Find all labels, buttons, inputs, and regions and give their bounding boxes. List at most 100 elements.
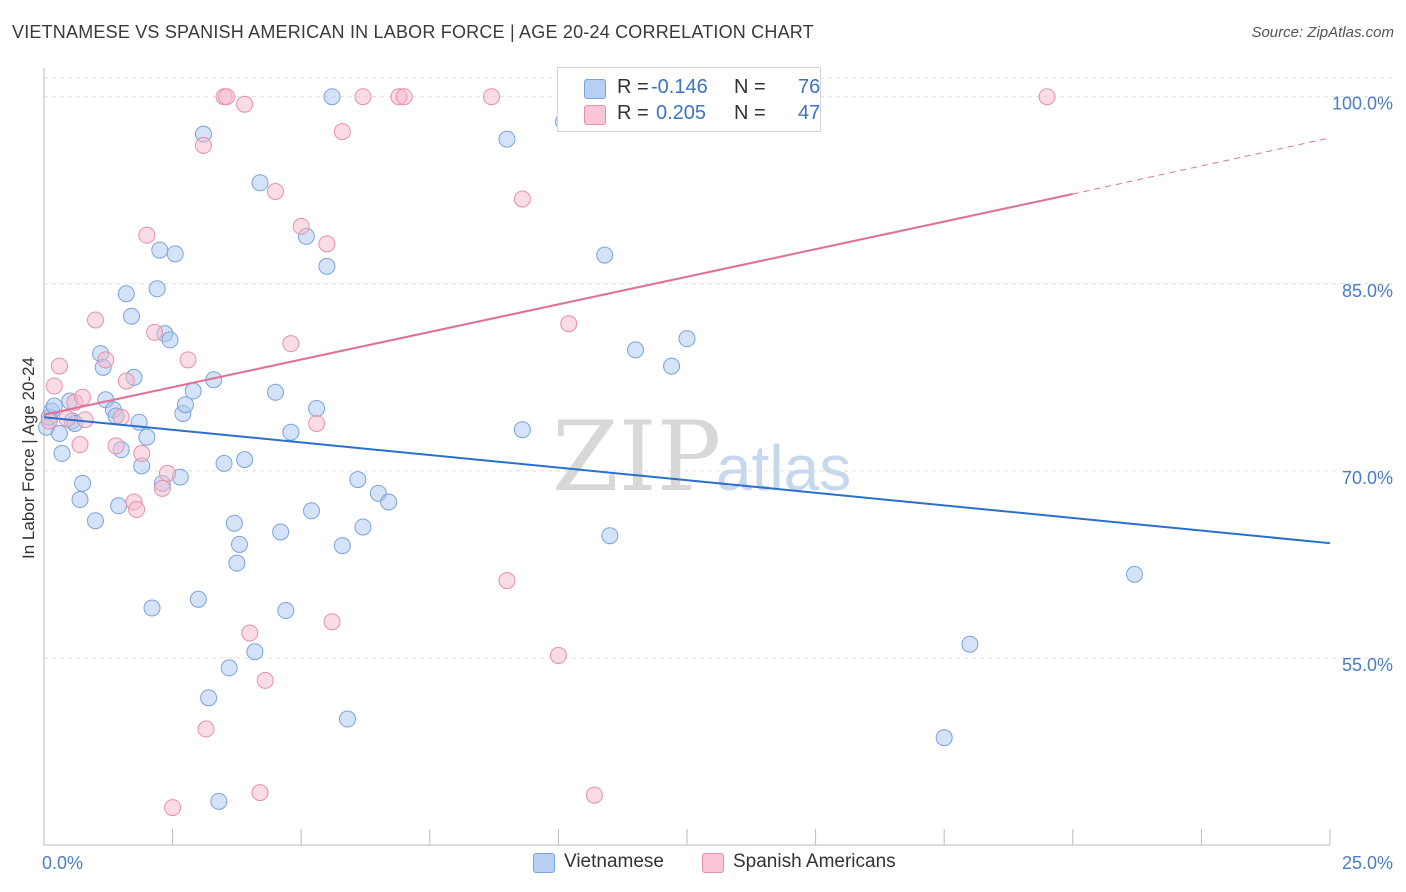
data-point-vietnamese bbox=[318, 257, 336, 275]
data-point-vietnamese bbox=[117, 285, 135, 303]
y-tick-label: 70.0% bbox=[1342, 468, 1393, 488]
data-point-vietnamese bbox=[176, 396, 194, 414]
data-point-spanish-americans bbox=[40, 412, 58, 430]
data-point-spanish-americans bbox=[164, 799, 182, 817]
data-point-vietnamese bbox=[184, 382, 202, 400]
data-point-spanish-americans bbox=[318, 235, 336, 253]
data-point-vietnamese bbox=[323, 88, 341, 106]
data-point-spanish-americans bbox=[241, 624, 259, 642]
data-point-vietnamese bbox=[225, 514, 243, 532]
bottom-legend-swatch-blue bbox=[533, 853, 555, 873]
y-tick-label: 100.0% bbox=[1332, 94, 1393, 114]
data-point-vietnamese bbox=[220, 659, 238, 677]
data-point-vietnamese bbox=[333, 537, 351, 555]
x-tick-labels: 0.0% 25.0% bbox=[42, 853, 1393, 873]
data-point-spanish-americans bbox=[153, 479, 171, 497]
data-point-vietnamese bbox=[308, 399, 326, 417]
data-point-spanish-americans bbox=[308, 414, 326, 432]
data-point-vietnamese bbox=[189, 590, 207, 608]
x-tick-label: 0.0% bbox=[42, 853, 83, 873]
data-point-spanish-americans bbox=[560, 315, 578, 333]
data-point-vietnamese bbox=[678, 330, 696, 348]
y-tick-label: 85.0% bbox=[1342, 281, 1393, 301]
data-point-vietnamese bbox=[272, 523, 290, 541]
spanish-americans-points bbox=[40, 88, 1056, 817]
data-point-spanish-americans bbox=[256, 671, 274, 689]
bottom-legend-label: Vietnamese bbox=[564, 851, 664, 872]
data-point-vietnamese bbox=[935, 729, 953, 747]
data-point-spanish-americans bbox=[74, 388, 92, 406]
trend-line-spanish-americans bbox=[43, 193, 1074, 416]
data-point-vietnamese bbox=[45, 397, 63, 415]
data-point-vietnamese bbox=[71, 491, 89, 509]
data-point-spanish-americans bbox=[179, 351, 197, 369]
data-point-vietnamese bbox=[166, 245, 184, 263]
watermark-atlas: atlas bbox=[716, 432, 851, 504]
trend-lines bbox=[43, 137, 1331, 545]
data-point-vietnamese bbox=[282, 423, 300, 441]
data-point-vietnamese bbox=[961, 635, 979, 653]
data-point-spanish-americans bbox=[86, 311, 104, 329]
data-point-vietnamese bbox=[1126, 565, 1144, 583]
data-point-vietnamese bbox=[601, 527, 619, 545]
legend-r-value: 0.205 bbox=[656, 102, 707, 124]
data-point-spanish-americans bbox=[97, 351, 115, 369]
data-point-spanish-americans bbox=[282, 335, 300, 353]
watermark-zip: ZIP bbox=[552, 401, 721, 513]
data-point-spanish-americans bbox=[513, 190, 531, 208]
data-point-vietnamese bbox=[122, 307, 140, 325]
data-point-vietnamese bbox=[349, 471, 367, 489]
data-point-vietnamese bbox=[143, 599, 161, 617]
data-point-vietnamese bbox=[380, 493, 398, 511]
x-tick-label: 25.0% bbox=[1342, 853, 1393, 873]
data-point-spanish-americans bbox=[483, 88, 501, 106]
data-point-spanish-americans bbox=[194, 136, 212, 154]
data-point-vietnamese bbox=[246, 643, 264, 661]
data-point-vietnamese bbox=[338, 710, 356, 728]
data-point-vietnamese bbox=[663, 357, 681, 375]
watermark: ZIP atlas bbox=[552, 401, 851, 513]
data-point-spanish-americans bbox=[71, 436, 89, 454]
data-point-spanish-americans bbox=[395, 88, 413, 106]
data-point-spanish-americans bbox=[197, 720, 215, 738]
data-point-spanish-americans bbox=[158, 464, 176, 482]
data-point-vietnamese bbox=[210, 792, 228, 810]
data-point-vietnamese bbox=[596, 246, 614, 264]
data-point-spanish-americans bbox=[218, 88, 236, 106]
data-point-vietnamese bbox=[200, 689, 218, 707]
gridlines bbox=[44, 77, 1395, 659]
data-point-vietnamese bbox=[148, 280, 166, 298]
data-point-vietnamese bbox=[138, 428, 156, 446]
data-point-vietnamese bbox=[228, 554, 246, 572]
legend-r-value: -0.146 bbox=[651, 76, 708, 98]
data-point-vietnamese bbox=[161, 331, 179, 349]
y-tick-labels: 55.0% 70.0% 85.0% 100.0% bbox=[1332, 94, 1393, 675]
y-axis-title: In Labor Force | Age 20-24 bbox=[19, 357, 38, 559]
legend-r-label: R = bbox=[617, 76, 649, 98]
data-point-spanish-americans bbox=[128, 501, 146, 519]
data-point-vietnamese bbox=[302, 502, 320, 520]
legend-n-label: N = bbox=[734, 102, 766, 124]
data-point-spanish-americans bbox=[133, 444, 151, 462]
data-point-spanish-americans bbox=[549, 646, 567, 664]
legend-swatch-blue bbox=[584, 79, 606, 99]
data-point-vietnamese bbox=[251, 174, 269, 192]
data-point-vietnamese bbox=[215, 454, 233, 472]
data-point-spanish-americans bbox=[146, 323, 164, 341]
data-point-spanish-americans bbox=[323, 613, 341, 631]
data-point-spanish-americans bbox=[251, 784, 269, 802]
data-point-spanish-americans bbox=[117, 372, 135, 390]
data-point-spanish-americans bbox=[138, 226, 156, 244]
data-point-spanish-americans bbox=[354, 88, 372, 106]
correlation-legend: R = -0.146 N = 76 R = 0.205 N = 47 bbox=[557, 67, 821, 132]
data-point-spanish-americans bbox=[236, 95, 254, 113]
axes bbox=[43, 68, 1331, 846]
trend-line-spanish-americans-extension bbox=[1072, 137, 1331, 195]
data-point-vietnamese bbox=[86, 512, 104, 530]
data-point-vietnamese bbox=[513, 421, 531, 439]
bottom-legend-swatch-pink bbox=[702, 853, 724, 873]
data-point-vietnamese bbox=[74, 474, 92, 492]
data-point-spanish-americans bbox=[45, 377, 63, 395]
data-point-spanish-americans bbox=[292, 217, 310, 235]
